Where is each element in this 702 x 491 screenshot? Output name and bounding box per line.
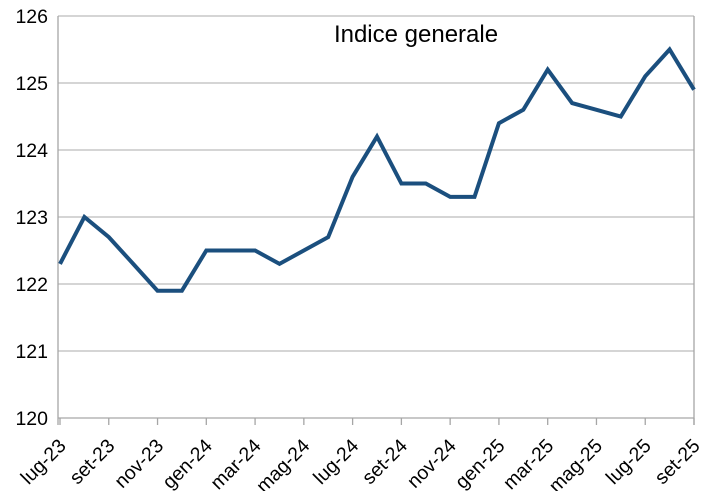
series-line-indice-generale [58, 46, 696, 293]
x-axis-tick-label: set-25 [651, 435, 702, 489]
x-axis-tick-label: gen-25 [451, 435, 510, 491]
x-axis-tick-label: set-23 [65, 435, 119, 489]
x-axis-tick-label: mag-24 [252, 435, 314, 491]
x-axis-tick-label: gen-24 [158, 435, 217, 491]
x-axis-tick-label: mag-25 [545, 435, 607, 491]
x-axis-tick-label: lug-25 [602, 435, 656, 489]
x-axis-tick-label: set-24 [358, 435, 412, 489]
x-axis-tick-label: lug-24 [309, 435, 363, 489]
x-axis-tick-label: nov-24 [403, 435, 461, 491]
y-axis-tick-label: 125 [15, 73, 48, 95]
chart-title: Indice generale [333, 21, 499, 48]
y-axis-tick-label: 126 [15, 6, 48, 28]
y-axis-tick-label: 122 [15, 274, 48, 296]
y-axis-tick-label: 121 [15, 341, 48, 363]
x-axis-tick-label: lug-23 [17, 435, 71, 489]
y-axis-tick-label: 120 [15, 408, 48, 430]
x-axis-tick-label: nov-23 [110, 435, 168, 491]
y-axis-tick-label: 123 [15, 207, 48, 229]
y-axis-tick-label: 124 [15, 140, 48, 162]
